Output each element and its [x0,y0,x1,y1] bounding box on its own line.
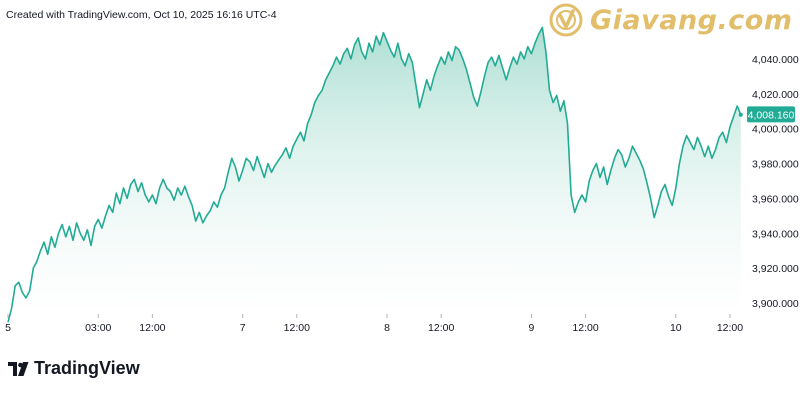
x-tick-label: 03:00 [85,322,111,334]
y-tick-label: 3,940.000 [752,228,799,240]
tradingview-brand-text: TradingView [34,358,140,378]
x-tick-label: 12:00 [572,322,598,334]
tradingview-mark-icon [8,361,29,376]
y-tick-label: 4,020.000 [752,89,799,101]
x-tick-label: 12:00 [428,322,454,334]
x-tick-label: 12:00 [717,322,743,334]
x-tick-label: 9 [529,322,535,334]
y-tick-label: 4,040.000 [752,54,799,66]
giavang-logo: Giavang.com [548,2,792,38]
x-tick-label: 12:00 [284,322,310,334]
giavang-emblem-icon [549,3,583,37]
y-tick-label: 3,980.000 [752,159,799,171]
chart-credit: Created with TradingView.com, Oct 10, 20… [6,9,277,21]
x-tick-label: 10 [670,322,682,334]
last-price-badge [747,106,795,123]
y-tick-label: 4,000.000 [752,124,799,136]
last-price-label: 4,008.160 [748,109,795,121]
y-tick-label: 3,900.000 [752,298,799,310]
price-series-line [7,26,742,323]
y-tick-label: 3,960.000 [752,193,799,205]
price-area-fill [8,27,741,323]
x-tick-label: 5 [5,322,11,334]
giavang-brand-text: Giavang.com [590,4,793,36]
x-tick-label: 8 [384,322,390,334]
x-tick-label: 12:00 [139,322,165,334]
y-tick-label: 3,920.000 [752,263,799,275]
x-tick-label: 7 [240,322,246,334]
last-point-marker [738,112,743,117]
tradingview-logo: TradingView [8,358,140,379]
